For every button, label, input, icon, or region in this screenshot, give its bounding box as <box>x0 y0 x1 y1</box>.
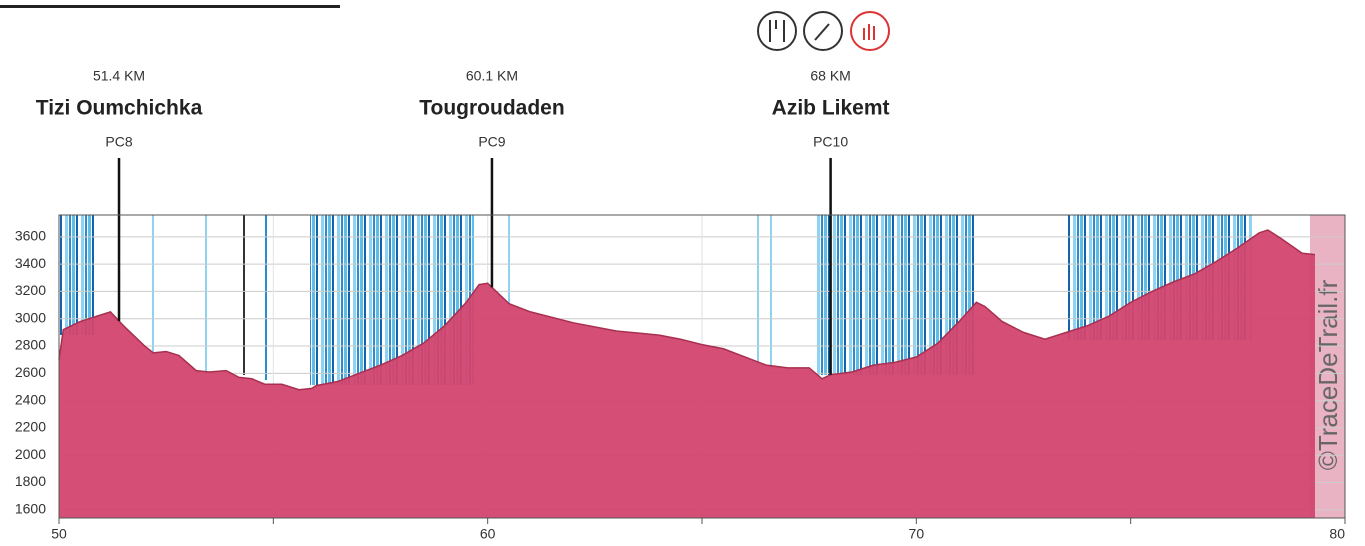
marker-code: PC10 <box>813 134 848 150</box>
x-tick-label: 70 <box>909 526 925 542</box>
marker-name: Tougroudaden <box>419 97 564 120</box>
y-tick-label: 3200 <box>15 282 46 298</box>
plot-frame <box>58 214 1346 519</box>
header-bar <box>0 5 340 8</box>
watermark: ©TraceDeTrail.fr <box>1313 279 1343 470</box>
x-tick-label: 80 <box>1329 526 1345 542</box>
elevation-area <box>59 230 1315 518</box>
watermark-band <box>1310 215 1345 518</box>
y-tick-label: 3400 <box>15 255 46 271</box>
marker-km: 68 KM <box>810 68 850 84</box>
y-tick-label: 1800 <box>15 473 46 489</box>
y-tick-label: 3600 <box>15 228 46 244</box>
x-tick-label: 50 <box>51 526 67 542</box>
marker-km: 60.1 KM <box>466 68 518 84</box>
y-tick-label: 2800 <box>15 337 46 353</box>
y-tick-label: 2000 <box>15 446 46 462</box>
y-tick-label: 1600 <box>15 501 46 517</box>
marker-code: PC8 <box>105 134 132 150</box>
x-tick-label: 60 <box>480 526 496 542</box>
elevation-line <box>58 229 1316 391</box>
y-tick-label: 3000 <box>15 309 46 325</box>
marker-code: PC9 <box>478 134 505 150</box>
y-tick-label: 2200 <box>15 419 46 435</box>
y-tick-label: 2400 <box>15 391 46 407</box>
marker-km: 51.4 KM <box>93 68 145 84</box>
y-tick-label: 2600 <box>15 364 46 380</box>
marker-name: Tizi Oumchichka <box>36 97 203 120</box>
aid-icons <box>757 11 890 51</box>
marker-name: Azib Likemt <box>772 97 890 120</box>
